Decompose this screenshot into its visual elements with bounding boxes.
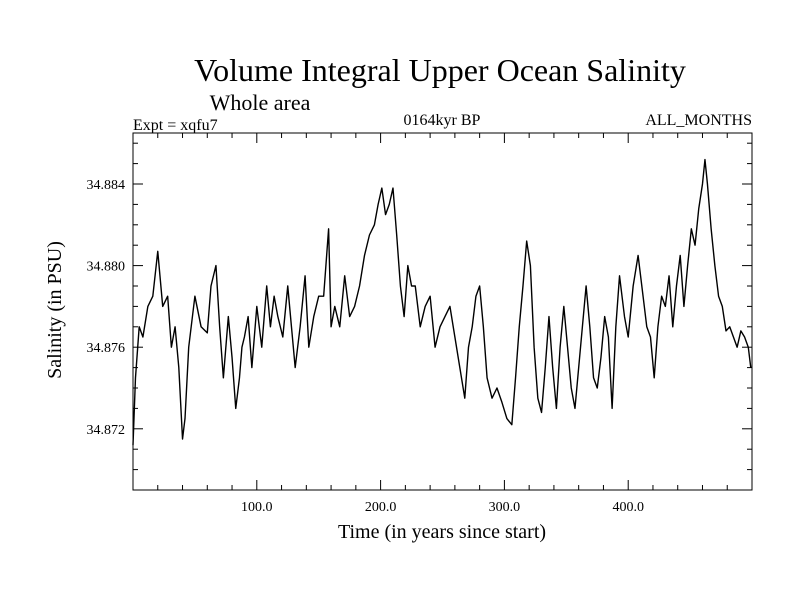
experiment-label: Expt = xqfu7: [133, 117, 218, 134]
x-axis: 100.0 200.0 300.0 400.0: [157, 133, 728, 515]
y-tick-label: 34.884: [87, 178, 126, 193]
x-tick-label: 100.0: [241, 500, 273, 515]
y-axis: 34.872 34.876 34.880 34.884: [87, 142, 752, 491]
salinity-series-line: [132, 158, 752, 446]
chart-title: Volume Integral Upper Ocean Salinity: [194, 52, 686, 88]
months-label: ALL_MONTHS: [645, 112, 752, 129]
plot-frame: [132, 132, 753, 491]
y-tick-label: 34.876: [87, 341, 126, 356]
y-tick-label: 34.880: [87, 260, 126, 275]
x-axis-label: Time (in years since start): [338, 521, 546, 543]
x-tick-label: 400.0: [612, 500, 644, 515]
y-tick-label: 34.872: [87, 423, 126, 438]
chart-subtitle: Whole area: [210, 90, 311, 115]
x-tick-label: 200.0: [365, 500, 397, 515]
y-axis-label: Salinity (in PSU): [44, 241, 66, 379]
x-tick-label: 300.0: [489, 500, 521, 515]
period-label: 0164kyr BP: [404, 112, 481, 129]
